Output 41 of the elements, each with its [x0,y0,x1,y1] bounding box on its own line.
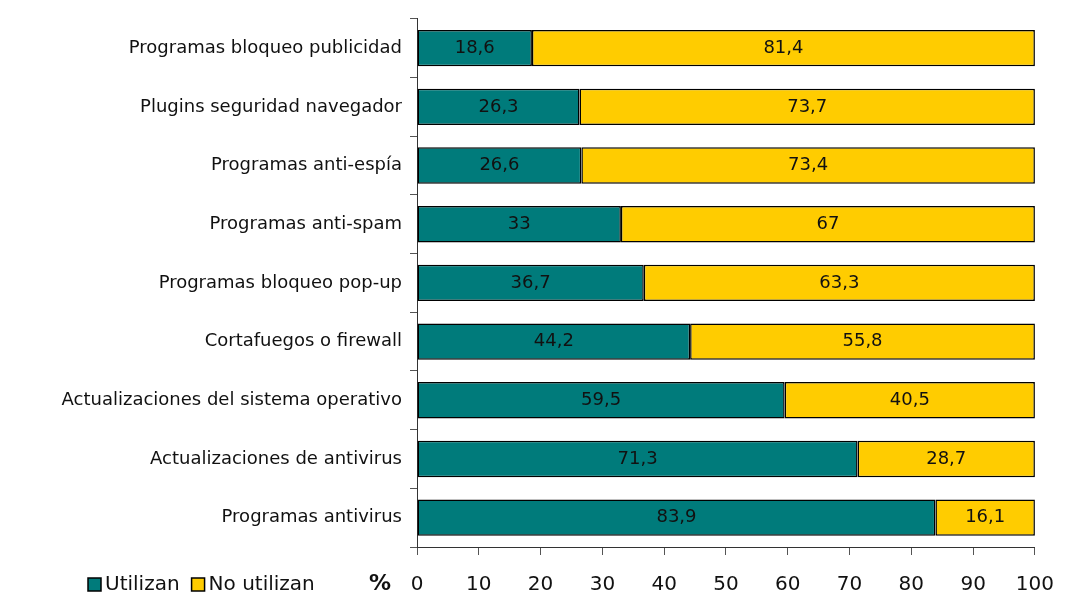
data-label: 71,3 [617,446,658,468]
data-label: 40,5 [889,387,930,409]
legend-label: No utilizan [208,571,315,596]
x-tick-label: 70 [836,571,863,596]
x-tick-label: 60 [775,571,801,596]
data-label: 33 [507,211,531,233]
x-tick-label: 10 [466,571,492,596]
x-tick-label: 30 [589,571,616,596]
data-label: 18,6 [454,35,495,57]
data-label: 44,2 [533,329,574,351]
y-tick-label: Actualizaciones de antivirus [150,446,402,468]
data-label: 26,6 [479,153,520,175]
data-label: 36,7 [510,270,551,292]
y-tick-label: Programas anti-spam [209,211,402,233]
data-label: 73,7 [787,94,828,116]
x-tick-label: 90 [960,571,986,596]
x-tick-label: 100 [1015,571,1055,596]
data-label: 26,3 [478,94,519,116]
y-tick-label: Programas antivirus [221,505,402,527]
data-label: 16,1 [965,505,1006,527]
data-label: 73,4 [788,153,829,175]
data-label: 28,7 [926,446,967,468]
x-tick-label: 80 [898,571,925,596]
y-tick-label: Cortafuegos o firewall [204,329,402,351]
y-tick-label: Programas bloqueo publicidad [128,35,402,57]
y-tick-label: Plugins seguridad navegador [140,94,403,116]
data-label: 67 [816,211,840,233]
legend-label: Utilizan [105,571,180,596]
y-tick-label: Actualizaciones del sistema operativo [61,387,402,409]
data-label: 83,9 [656,505,697,527]
x-tick-label: 20 [527,571,554,596]
y-tick-label: Programas anti-espía [211,153,402,175]
x-tick-label: 0 [410,571,424,596]
x-tick-label: 50 [713,571,739,596]
data-label: 55,8 [842,329,883,351]
y-tick-label: Programas bloqueo pop-up [158,270,402,292]
x-axis-title: % [368,569,391,595]
data-label: 81,4 [763,35,804,57]
x-tick-label: 40 [651,571,677,596]
data-label: 59,5 [581,387,622,409]
data-label: 63,3 [819,270,860,292]
